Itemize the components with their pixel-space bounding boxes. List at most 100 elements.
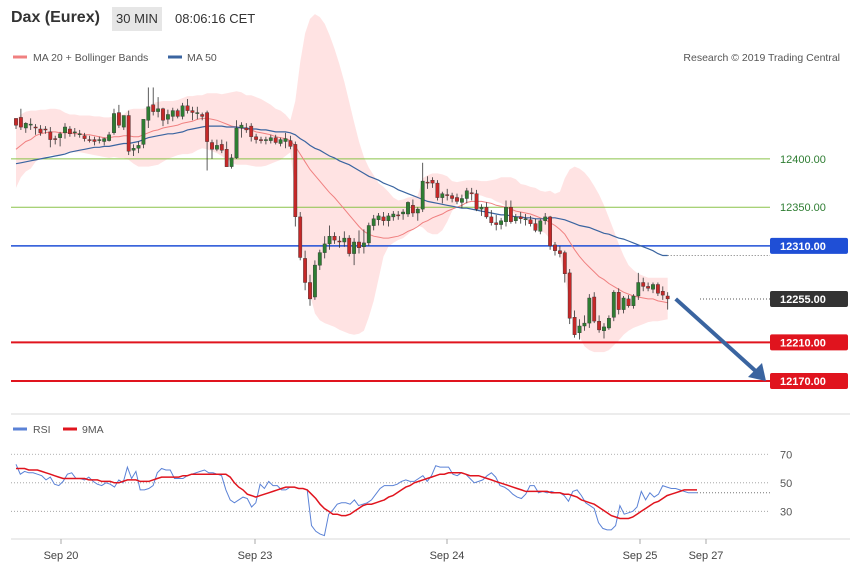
candle [396, 211, 401, 220]
candle [82, 132, 87, 142]
candle-body [112, 113, 116, 133]
candle [214, 139, 219, 152]
candle-body [195, 112, 200, 114]
candle-body [23, 122, 28, 129]
candle-body [509, 206, 513, 222]
candle-body [53, 138, 58, 140]
candle-body [224, 149, 229, 167]
candle [234, 120, 239, 159]
candle-body [411, 205, 415, 214]
candle [445, 188, 450, 201]
candle [636, 272, 641, 300]
candle [146, 87, 151, 129]
candle [607, 315, 611, 330]
projection-arrow-head [748, 363, 766, 382]
candle [577, 319, 582, 340]
candle [597, 315, 602, 333]
candle [494, 214, 499, 231]
candle-body [180, 105, 185, 117]
candle [611, 290, 616, 322]
candle-body [352, 241, 356, 254]
candle-body [322, 243, 327, 253]
candle [97, 136, 102, 144]
candle [406, 201, 410, 217]
candle-body [518, 216, 523, 219]
ma50-legend-label: MA 50 [187, 52, 217, 64]
candle [342, 231, 347, 247]
candle-body [67, 128, 72, 135]
price-label: 12255.00 [780, 294, 826, 306]
candle [660, 286, 665, 300]
candle-body [234, 127, 239, 159]
candle-body [371, 218, 376, 226]
candle-body [72, 131, 77, 134]
candle-body [303, 258, 307, 283]
candle-body [582, 322, 587, 327]
projection-arrow [674, 297, 762, 377]
timeframe-selector[interactable]: 30 MIN [112, 7, 162, 31]
candle-body [161, 108, 165, 121]
candle-body [273, 137, 278, 143]
candle-body [415, 208, 420, 214]
candle [121, 115, 126, 130]
candle-body [631, 295, 636, 306]
candle [386, 212, 391, 227]
candle [165, 109, 170, 125]
main-legend: MA 20 + Bollinger Bands MA 50 Research ©… [13, 52, 840, 64]
candle-body [420, 180, 425, 210]
candle [337, 236, 342, 248]
candle-body [641, 282, 646, 287]
candle [180, 102, 185, 120]
chart-header: Dax (Eurex) 30 MIN 08:06:16 CET [0, 0, 850, 38]
candle-body [513, 216, 518, 221]
candle [479, 204, 484, 216]
candle [646, 282, 651, 292]
candle [489, 210, 494, 226]
candle [249, 123, 254, 142]
candle-body [293, 144, 298, 217]
rsi-tick-label: 50 [780, 478, 792, 490]
candle [538, 218, 543, 235]
candle [484, 202, 489, 219]
time-tick-label: Sep 27 [689, 550, 724, 562]
candle [195, 106, 200, 120]
candle-body [543, 216, 548, 221]
candle [435, 180, 440, 201]
rsi-legend: RSI 9MA [13, 424, 104, 436]
candle [205, 110, 209, 171]
candle-body [165, 114, 170, 120]
candle [175, 108, 180, 119]
candle-body [464, 190, 469, 199]
candle-body [528, 219, 533, 224]
candle-body [611, 292, 616, 318]
price-label: 12310.00 [780, 241, 826, 253]
ma20-line [15, 117, 668, 304]
candle-body [660, 291, 665, 296]
rsi-tick-label: 70 [780, 449, 792, 461]
candle [499, 217, 503, 230]
candle [151, 87, 156, 116]
candle-body [499, 220, 503, 225]
candle-body [489, 216, 494, 223]
price-label: 12350.00 [780, 202, 826, 214]
instrument-title: Dax (Eurex) [11, 9, 100, 26]
rsi-line [15, 464, 697, 537]
candle-body [126, 115, 131, 152]
candle [665, 292, 670, 310]
candle-body [92, 139, 97, 142]
clock-readout: 08:06:16 CET [175, 11, 256, 26]
candle [528, 215, 533, 227]
candle-body [146, 106, 151, 121]
candle-body [474, 193, 479, 210]
candle-body [362, 242, 366, 247]
candle [126, 110, 131, 156]
candle-body [33, 126, 38, 129]
candle [332, 232, 337, 244]
candle [641, 277, 646, 292]
candle-body [621, 297, 626, 310]
rsi-legend-label: RSI [33, 424, 51, 436]
candle [469, 187, 474, 201]
candle-body [376, 215, 381, 220]
candle-body [205, 112, 209, 142]
